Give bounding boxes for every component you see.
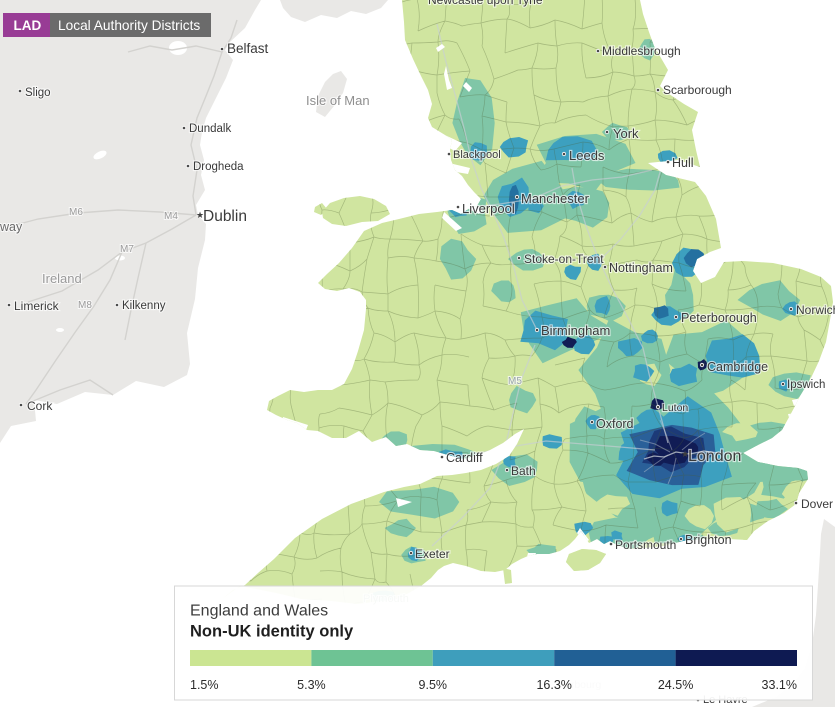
svg-text:M8: M8	[78, 300, 92, 311]
svg-text:LAD: LAD	[14, 18, 42, 33]
svg-text:Peterborough: Peterborough	[681, 311, 757, 325]
svg-text:Nottingham: Nottingham	[609, 261, 673, 275]
svg-text:Sligo: Sligo	[25, 87, 51, 99]
svg-text:Cambridge: Cambridge	[707, 360, 768, 374]
svg-text:Cardiff: Cardiff	[446, 451, 483, 465]
svg-text:★: ★	[681, 449, 689, 459]
svg-text:Norwich: Norwich	[796, 303, 835, 317]
svg-text:Kilkenny: Kilkenny	[122, 300, 166, 312]
svg-text:Blackpool: Blackpool	[453, 149, 501, 161]
svg-text:Local Authority Districts: Local Authority Districts	[58, 18, 200, 33]
svg-text:33.1%: 33.1%	[762, 678, 797, 692]
svg-text:Isle of Man: Isle of Man	[306, 93, 370, 108]
svg-text:Birmingham: Birmingham	[541, 323, 610, 338]
svg-text:Portsmouth: Portsmouth	[615, 538, 676, 552]
svg-text:★: ★	[196, 210, 204, 220]
svg-text:Limerick: Limerick	[14, 299, 60, 313]
svg-text:Ireland: Ireland	[42, 271, 82, 286]
svg-text:24.5%: 24.5%	[658, 678, 693, 692]
svg-text:Scarborough: Scarborough	[663, 83, 732, 97]
svg-text:Bath: Bath	[511, 464, 536, 478]
svg-text:England and Wales: England and Wales	[190, 603, 328, 620]
svg-text:Cork: Cork	[27, 399, 53, 413]
svg-text:5.3%: 5.3%	[297, 678, 326, 692]
svg-text:Oxford: Oxford	[596, 417, 634, 431]
svg-text:London: London	[688, 448, 741, 465]
svg-text:Luton: Luton	[662, 402, 688, 414]
svg-text:16.3%: 16.3%	[536, 678, 571, 692]
svg-text:9.5%: 9.5%	[419, 678, 448, 692]
svg-text:Newcastle upon Tyne: Newcastle upon Tyne	[428, 0, 543, 7]
svg-text:York: York	[613, 126, 639, 141]
svg-text:M7: M7	[120, 244, 134, 255]
svg-text:Exeter: Exeter	[415, 547, 450, 561]
svg-text:Leeds: Leeds	[569, 148, 605, 163]
svg-text:1.5%: 1.5%	[190, 678, 219, 692]
svg-text:Non-UK identity only: Non-UK identity only	[190, 623, 354, 641]
svg-text:way: way	[0, 220, 23, 234]
svg-text:M6: M6	[69, 207, 83, 218]
svg-text:M5: M5	[508, 376, 522, 387]
svg-text:Drogheda: Drogheda	[193, 161, 244, 173]
svg-text:Dublin: Dublin	[203, 208, 247, 225]
svg-text:M4: M4	[164, 211, 178, 222]
svg-text:Dover: Dover	[801, 497, 833, 511]
svg-text:Hull: Hull	[672, 156, 694, 170]
svg-text:Ipswich: Ipswich	[787, 379, 825, 391]
svg-text:Manchester: Manchester	[521, 191, 590, 206]
svg-text:Liverpool: Liverpool	[462, 201, 515, 216]
svg-text:Brighton: Brighton	[685, 533, 732, 547]
svg-text:Middlesbrough: Middlesbrough	[602, 44, 681, 58]
svg-text:Belfast: Belfast	[227, 41, 269, 56]
svg-text:Dundalk: Dundalk	[189, 123, 231, 135]
svg-text:Stoke-on-Trent: Stoke-on-Trent	[524, 252, 604, 266]
